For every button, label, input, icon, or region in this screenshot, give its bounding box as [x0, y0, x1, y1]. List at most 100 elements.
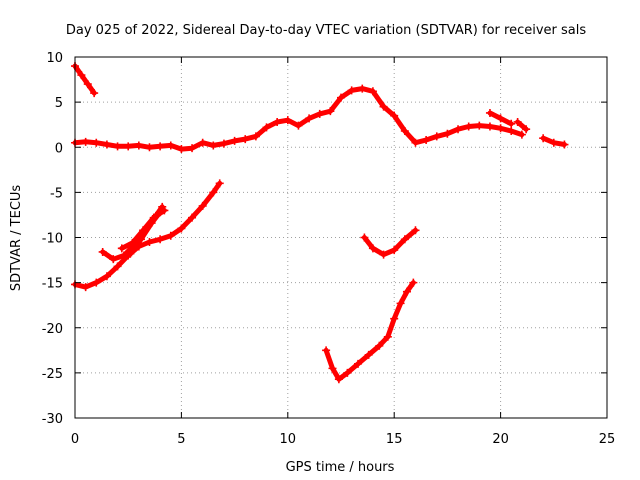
data-point	[354, 359, 363, 368]
data-point	[400, 235, 409, 244]
data-point	[390, 246, 399, 255]
data-point	[136, 235, 145, 244]
data-point	[81, 283, 90, 292]
data-point	[283, 116, 292, 125]
x-tick-label: 25	[599, 432, 616, 447]
y-tick-label: 10	[46, 51, 63, 66]
data-point	[126, 249, 135, 258]
x-tick-label: 20	[492, 432, 509, 447]
series-11	[322, 278, 418, 384]
data-point	[315, 109, 324, 118]
data-point	[337, 93, 345, 102]
series-1	[71, 62, 99, 98]
data-point	[209, 141, 218, 150]
y-tick-label: -10	[42, 232, 63, 247]
data-point	[443, 129, 452, 138]
data-point	[475, 121, 484, 130]
data-point	[188, 144, 197, 153]
data-point	[326, 107, 335, 116]
data-point	[464, 122, 473, 131]
data-point	[102, 140, 111, 149]
series-4	[513, 117, 531, 134]
data-point	[368, 87, 377, 96]
data-point	[166, 231, 175, 240]
data-point	[507, 127, 516, 136]
series-10	[360, 226, 420, 259]
data-point	[379, 102, 388, 111]
y-tick-label: -30	[42, 412, 63, 427]
data-point	[177, 145, 186, 154]
series-6	[71, 179, 224, 292]
data-point	[513, 117, 522, 126]
data-point	[156, 208, 165, 217]
data-point	[402, 287, 411, 296]
data-point	[539, 134, 548, 143]
series-trace	[361, 227, 418, 258]
data-point	[334, 375, 343, 384]
data-point	[507, 119, 516, 128]
data-point	[422, 136, 431, 145]
data-point	[92, 278, 101, 287]
data-point	[522, 125, 531, 134]
data-series	[71, 62, 569, 384]
data-point	[147, 219, 156, 228]
grid-lines	[75, 57, 607, 418]
data-point	[90, 89, 99, 98]
data-point	[390, 111, 399, 120]
data-point	[328, 364, 337, 373]
data-point	[358, 84, 367, 93]
axis-ticks: 0 5 10 15 20 25 10 5 0 -5 -10 -15 -20 -25 -30	[42, 51, 616, 447]
x-tick-label: 5	[177, 432, 185, 447]
data-point	[177, 224, 186, 233]
data-point	[383, 332, 392, 341]
data-point	[549, 138, 558, 147]
data-point	[156, 235, 165, 244]
data-point	[145, 143, 154, 152]
data-point	[364, 350, 373, 359]
data-point	[322, 346, 331, 355]
series-3	[485, 108, 516, 128]
data-point	[251, 132, 260, 141]
data-point	[92, 138, 101, 147]
data-point	[124, 142, 133, 151]
data-point	[360, 233, 369, 242]
data-point	[368, 244, 377, 253]
series-2	[71, 84, 526, 154]
x-tick-label: 15	[386, 432, 403, 447]
data-point	[517, 130, 526, 139]
data-point	[119, 251, 128, 260]
data-point	[198, 138, 207, 147]
x-axis-label: GPS time / hours	[286, 460, 395, 475]
x-tick-label: 0	[71, 432, 79, 447]
data-point	[411, 138, 420, 147]
data-point	[81, 137, 90, 146]
data-point	[400, 127, 409, 136]
y-tick-label: -20	[42, 322, 63, 337]
data-point	[496, 114, 505, 123]
y-tick-label: 0	[55, 141, 63, 156]
data-point	[273, 117, 282, 126]
data-point	[166, 141, 175, 150]
data-point	[305, 114, 314, 123]
series-trace	[72, 63, 97, 96]
series-trace	[323, 280, 416, 382]
data-point	[411, 226, 420, 235]
data-point	[209, 188, 218, 197]
data-point	[145, 238, 154, 247]
data-point	[113, 262, 122, 271]
data-point	[262, 123, 271, 132]
data-point	[379, 250, 388, 259]
data-point	[409, 278, 418, 287]
data-point	[560, 140, 569, 149]
data-point	[198, 201, 207, 210]
series-trace	[72, 86, 525, 152]
y-tick-label: -25	[42, 367, 63, 382]
data-point	[343, 368, 352, 377]
data-point	[77, 71, 86, 80]
data-point	[230, 136, 239, 145]
series-trace	[127, 209, 163, 257]
data-point	[117, 244, 126, 253]
data-point	[390, 314, 399, 323]
data-point	[109, 255, 118, 264]
